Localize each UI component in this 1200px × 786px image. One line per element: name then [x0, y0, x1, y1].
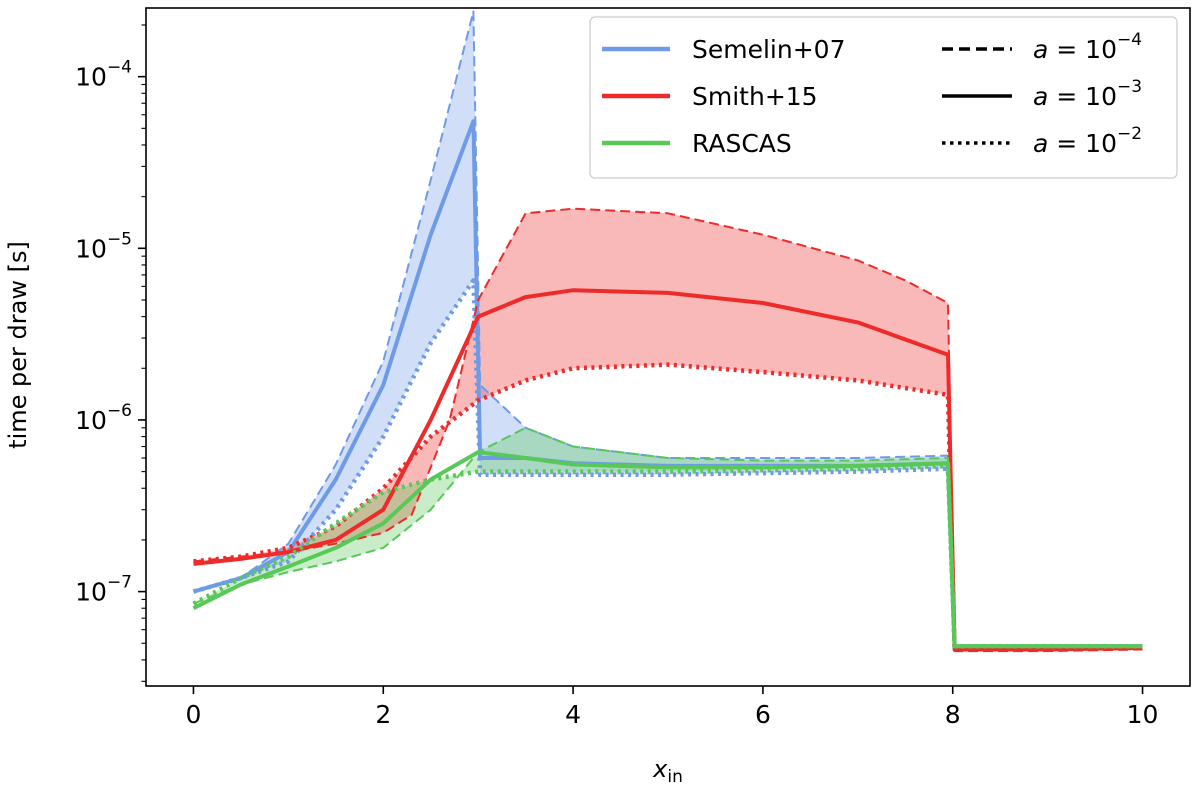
- legend-label-semelin-07: Semelin+07: [692, 35, 845, 64]
- series-smith-15-dotted: [193, 362, 1143, 652]
- series-lines: [192, 10, 1143, 653]
- x-axis-label: xin: [652, 755, 683, 786]
- x-tick-label: 0: [186, 700, 202, 729]
- series-semelin-07-dotted: [192, 278, 1143, 649]
- legend: Semelin+07 Smith+15 RASCAS a = 10−4 a = 10−3…: [589, 16, 1178, 179]
- legend-label-dashed: a = 10−4: [1033, 30, 1142, 64]
- x-axis-label-sub: in: [667, 767, 683, 786]
- x-tick-label: 2: [375, 700, 391, 729]
- x-axis-label-main: x: [652, 755, 668, 783]
- fill-regions: [193, 11, 1143, 652]
- x-tick-label: 8: [945, 700, 961, 729]
- series-rascas-dotted: [192, 463, 1143, 649]
- legend-label-solid: a = 10−3: [1033, 77, 1142, 111]
- series-smith-15-dashed: [193, 207, 1143, 653]
- legend-label-rascas: RASCAS: [692, 129, 792, 158]
- x-axis: 0 2 4 6 8 10: [186, 686, 1159, 729]
- series-semelin-07-dashed: [193, 10, 1143, 648]
- legend-label-dotted: a = 10−2: [1033, 124, 1142, 158]
- legend-label-smith-15: Smith+15: [692, 82, 818, 111]
- x-tick-label: 10: [1127, 700, 1159, 729]
- x-tick-label: 4: [565, 700, 581, 729]
- plot-frame: [145, 7, 1191, 687]
- legend-box: [589, 16, 1178, 179]
- fill-rascas: [193, 427, 1143, 647]
- y-tick-label: 10−4: [75, 58, 132, 92]
- y-tick-label: 10−7: [75, 573, 132, 607]
- y-tick-label: 10−6: [75, 401, 132, 435]
- x-tick-label: 6: [755, 700, 771, 729]
- fill-smith-15: [193, 208, 1143, 652]
- series-rascas-solid: [192, 450, 1143, 649]
- y-axis-label: time per draw [s]: [4, 241, 32, 449]
- y-tick-label: 10−5: [75, 229, 132, 263]
- y-axis: 10−7 10−6 10−5 10−4: [75, 24, 146, 682]
